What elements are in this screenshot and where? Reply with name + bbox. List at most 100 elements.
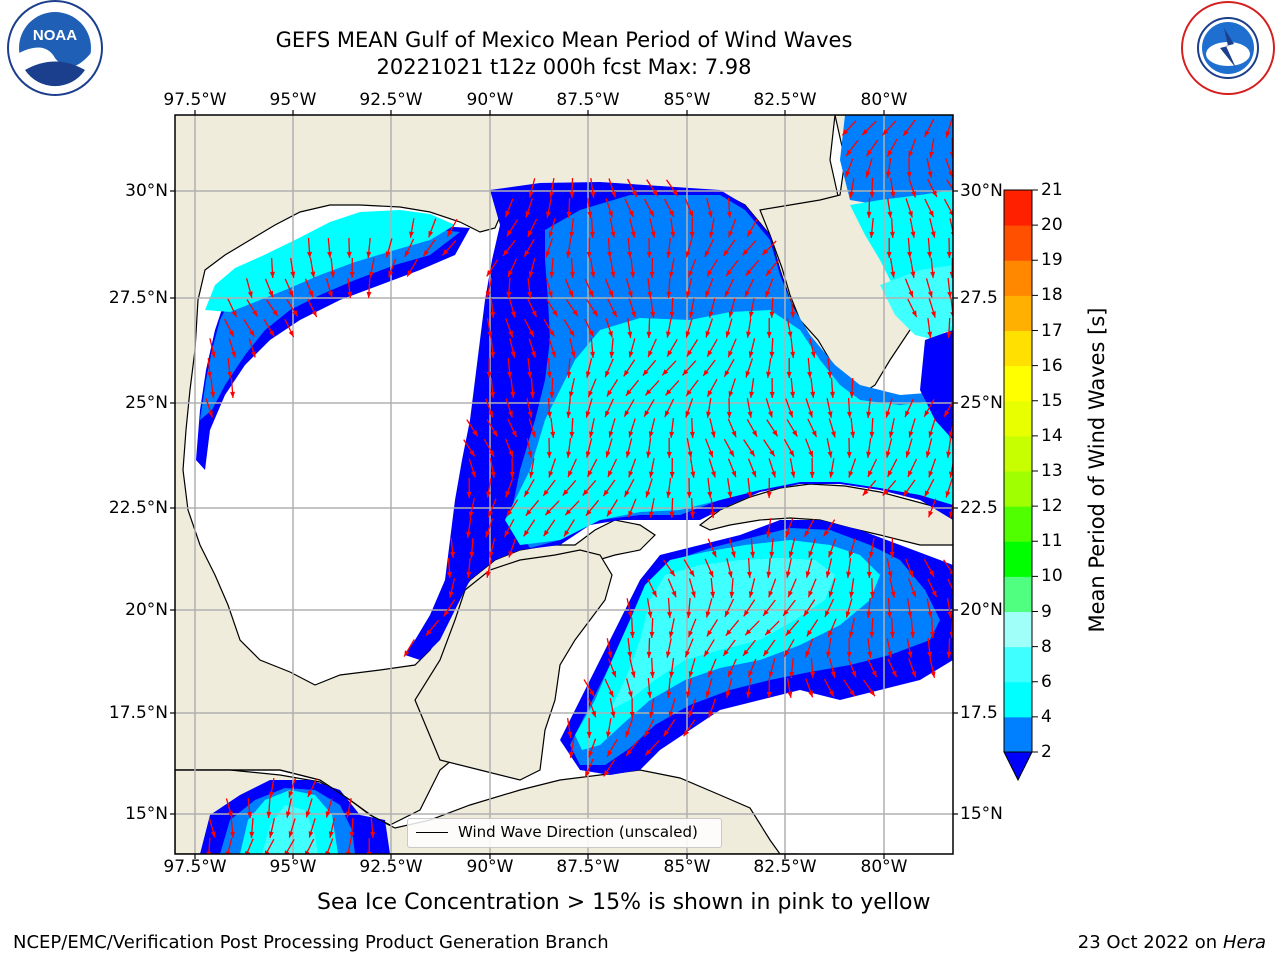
wave-arrow-head — [887, 611, 892, 618]
wave-arrow-head — [745, 371, 751, 378]
wave-arrow-head — [705, 691, 711, 698]
wave-arrow-head — [428, 230, 434, 238]
wave-arrow-head — [207, 371, 212, 378]
wave-arrow-head — [609, 351, 615, 358]
wave-arrow-head — [588, 750, 594, 758]
wave-arrow — [245, 838, 254, 854]
wave-arrow-head — [527, 291, 533, 298]
wave-arrow-head — [624, 410, 630, 417]
wave-arrow-head — [708, 450, 713, 458]
wave-arrow-head — [385, 251, 391, 258]
wave-arrow-head — [908, 150, 914, 158]
wave-arrow-head — [490, 471, 496, 478]
wave-arrow-head — [647, 691, 652, 698]
wave-arrow-head — [949, 271, 953, 278]
colorbar-segment — [1004, 681, 1032, 718]
wave-arrow-head — [931, 190, 937, 197]
wave-arrow-head — [887, 150, 893, 157]
wave-arrow-head — [790, 311, 796, 318]
wave-arrow-head — [830, 391, 835, 398]
wave-arrow-head — [568, 290, 573, 298]
wave-arrow-head — [910, 271, 916, 278]
wave-arrow-head — [504, 530, 510, 537]
wave-arrow-head — [729, 591, 735, 598]
wave-arrow-head — [866, 451, 872, 458]
wave-arrow-head — [210, 351, 216, 358]
wave-arrow-head — [749, 311, 754, 318]
wave-arrow-head — [587, 211, 593, 218]
colorbar-segment — [1004, 541, 1032, 577]
wave-arrow-head — [486, 491, 491, 498]
wave-arrow-head — [647, 291, 653, 298]
colorbar — [1003, 189, 1038, 782]
wave-arrow-head — [842, 129, 849, 136]
wave-arrow-head — [907, 251, 912, 258]
wave-arrow-head — [928, 470, 934, 478]
wave-arrow-head — [564, 530, 570, 537]
wave-arrow-head — [931, 311, 936, 318]
wave-arrow-head — [728, 670, 733, 678]
lat-label-left: 20°N — [125, 600, 168, 620]
wave-arrow-head — [404, 650, 410, 657]
contour-6s-east — [505, 310, 953, 545]
coastline — [175, 769, 391, 826]
wave-arrow-head — [666, 452, 672, 458]
wave-arrow-head — [566, 371, 572, 378]
lon-label-bottom: 95°W — [269, 857, 317, 877]
wave-arrow-head — [627, 251, 632, 258]
wave-arrow-head — [945, 131, 951, 138]
colorbar-tick-label: 20 — [1041, 215, 1063, 236]
wave-arrow-head — [568, 391, 574, 398]
wave-arrow-head — [885, 411, 891, 418]
wave-arrow-head — [946, 651, 952, 658]
wave-arrow-head — [784, 650, 790, 657]
wave-arrow-head — [669, 472, 675, 478]
wave-arrow-head — [849, 391, 855, 398]
wave-arrow-head — [665, 651, 671, 658]
wave-arrow-head — [605, 410, 610, 418]
wave-arrow-head — [625, 730, 631, 738]
lat-label-right: 30°N — [960, 181, 1003, 201]
wave-arrow-head — [645, 389, 652, 396]
wave-arrow-head — [745, 269, 752, 276]
wave-arrow-head — [469, 450, 475, 457]
wave-arrow-head — [805, 571, 811, 578]
wave-arrow-head — [582, 489, 589, 496]
wave-arrow-head — [366, 251, 372, 258]
wave-arrow-head — [808, 411, 813, 418]
wave-arrow-head — [610, 711, 616, 718]
contour-8s-caribbean — [610, 558, 835, 710]
wave-arrow-head — [810, 351, 816, 358]
wave-arrow-head — [608, 331, 613, 338]
wave-arrow-head — [766, 531, 771, 538]
wave-arrow-head — [649, 631, 655, 638]
wave-arrow — [950, 298, 953, 318]
tick-marks — [170, 110, 958, 859]
wave-arrow-head — [530, 391, 535, 398]
wave-arrow-head — [628, 510, 634, 518]
wave-arrow-head — [543, 529, 549, 537]
wave-arrow-head — [545, 509, 552, 516]
wave-arrow-head — [689, 311, 694, 318]
lat-label-left: 25°N — [125, 393, 168, 413]
wave-arrow-head — [827, 451, 833, 458]
wave-arrow-head — [330, 271, 336, 278]
wave-arrow-head — [531, 431, 536, 438]
wave-arrow-head — [524, 490, 530, 497]
wave-arrow-head — [630, 671, 636, 678]
wave-arrow-head — [766, 692, 772, 698]
wave-arrow-head — [789, 671, 795, 678]
wave-arrow-head — [666, 291, 672, 298]
wave-arrow-head — [723, 649, 729, 656]
wave-arrow-head — [649, 711, 654, 718]
wave-arrow-head — [710, 431, 716, 438]
wave-arrow-head — [824, 610, 830, 617]
wave-arrow-head — [785, 629, 792, 636]
wave-arrow-head — [685, 251, 691, 258]
lat-label-right: 20°N — [960, 600, 1003, 620]
wave-arrow-head — [823, 530, 830, 537]
wave-arrow-head — [908, 431, 914, 438]
wave-arrow-head — [709, 231, 714, 238]
wave-arrow-head — [588, 330, 594, 337]
wave-arrow-head — [305, 811, 311, 818]
